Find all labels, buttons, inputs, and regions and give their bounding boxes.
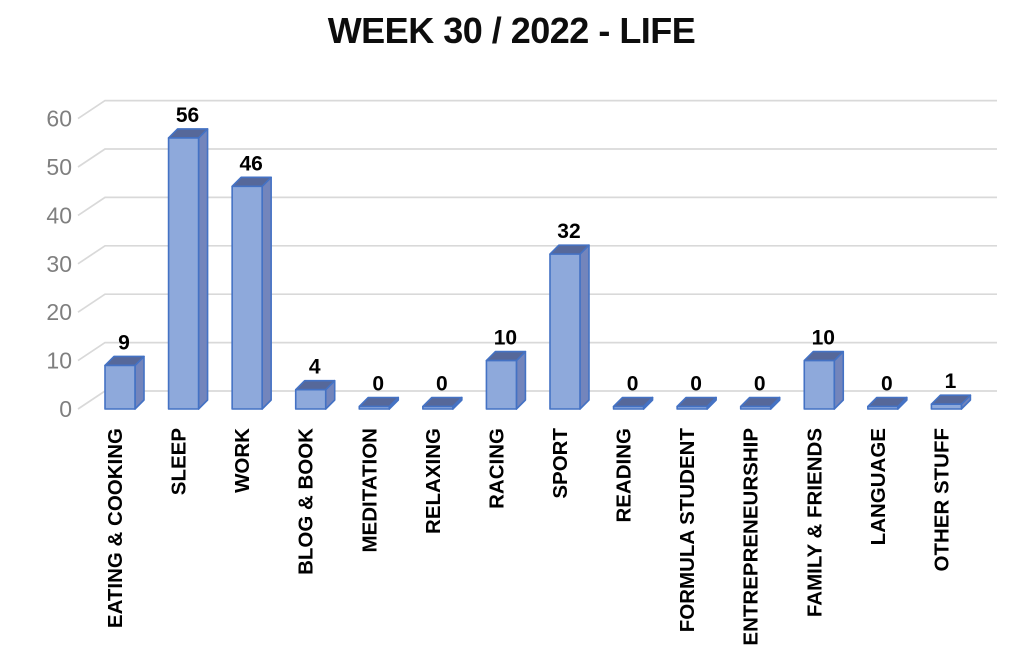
bar-front-face xyxy=(231,185,263,410)
bar-relaxing xyxy=(422,396,463,410)
bar-value-label: 10 xyxy=(812,327,835,350)
bar-front-face xyxy=(104,364,136,410)
bar-reading xyxy=(612,396,654,410)
category-label: READING xyxy=(613,428,636,523)
gridline xyxy=(77,293,997,313)
category-label: RELAXING xyxy=(422,428,445,534)
bar-front-face xyxy=(422,405,454,410)
bar-value-label: 10 xyxy=(494,327,517,350)
bar-value-label: 32 xyxy=(557,220,580,243)
bar-front-face xyxy=(358,405,391,410)
gridline xyxy=(77,390,997,410)
y-axis-label: 60 xyxy=(46,106,72,132)
bar-front-face xyxy=(739,405,772,410)
bar-value-label: 4 xyxy=(309,356,321,379)
bar-value-label: 0 xyxy=(627,373,639,396)
category-label: MEDITATION xyxy=(358,428,381,553)
bar-front-face xyxy=(167,137,200,410)
bar-value-label: 0 xyxy=(436,373,448,396)
y-axis-label: 50 xyxy=(46,154,72,180)
bar-front-face xyxy=(676,405,708,410)
bar-racing xyxy=(485,350,527,410)
bar-front-face xyxy=(867,405,899,410)
category-label: OTHER STUFF xyxy=(930,428,953,572)
bar-side-face xyxy=(197,128,209,410)
bar-side-face xyxy=(579,244,590,410)
bar-value-label: 0 xyxy=(881,373,893,396)
y-axis-label: 0 xyxy=(59,396,72,422)
bar-meditation xyxy=(358,396,400,410)
bar-sport xyxy=(549,244,590,410)
gridline xyxy=(77,244,997,265)
category-label: WORK xyxy=(231,428,254,493)
y-axis-label: 30 xyxy=(46,251,72,277)
category-label: ENTREPRENEURSHIP xyxy=(740,428,763,646)
category-label: RACING xyxy=(485,428,508,509)
bar-other-stuff xyxy=(930,394,972,410)
chart-title: WEEK 30 / 2022 - LIFE xyxy=(327,10,696,51)
category-label: SPORT xyxy=(549,428,572,499)
category-label: FAMILY & FRIENDS xyxy=(803,428,826,617)
bar-front-face xyxy=(612,405,645,410)
y-axis-label: 10 xyxy=(46,348,72,374)
gridline xyxy=(77,148,997,168)
bar-blog-book xyxy=(294,379,336,410)
bar-value-label: 1 xyxy=(945,370,957,393)
y-axis-label: 40 xyxy=(46,202,72,228)
bar-side-face xyxy=(261,176,272,410)
gridline xyxy=(77,196,997,217)
bar-front-face xyxy=(294,388,327,410)
bar-entrepreneurship xyxy=(739,396,781,410)
bar-value-label: 9 xyxy=(118,331,130,354)
gridline xyxy=(77,99,997,120)
bar-language xyxy=(867,396,908,410)
bar-front-face xyxy=(485,359,518,410)
bar-value-label: 0 xyxy=(690,373,702,396)
gridline xyxy=(77,341,997,362)
bar-family-friends xyxy=(803,350,845,410)
bar-value-label: 0 xyxy=(754,373,766,396)
category-label: LANGUAGE xyxy=(867,428,890,545)
bar-front-face xyxy=(803,359,836,410)
category-label: EATING & COOKING xyxy=(104,428,127,628)
bar-sleep xyxy=(167,128,209,410)
bar-work xyxy=(231,176,272,410)
bar-front-face xyxy=(549,253,581,410)
bar-value-label: 46 xyxy=(239,152,262,175)
bar-formula-student xyxy=(676,396,717,410)
bar-front-face xyxy=(930,403,963,410)
bar-value-label: 56 xyxy=(176,104,199,127)
bar-value-label: 0 xyxy=(372,373,384,396)
bar-eating-cooking xyxy=(104,355,145,410)
category-label: SLEEP xyxy=(168,428,191,495)
category-label: BLOG & BOOK xyxy=(295,428,318,575)
y-axis-label: 20 xyxy=(46,299,72,325)
category-label: FORMULA STUDENT xyxy=(676,428,699,633)
